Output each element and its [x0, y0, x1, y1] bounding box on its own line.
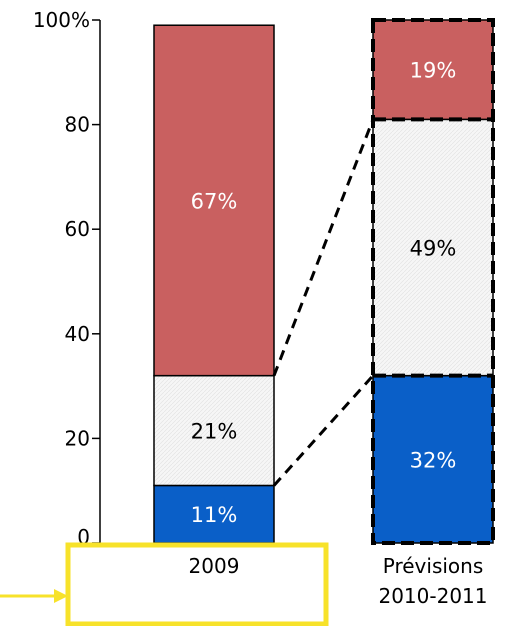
- category-label: 2009: [189, 554, 240, 578]
- annotation: [0, 542, 329, 626]
- connector-line: [272, 118, 375, 377]
- connector-lines: [272, 18, 495, 545]
- pointer-arrow-head: [54, 589, 68, 603]
- data-label: 32%: [410, 448, 457, 472]
- data-labels: 11% 21% 67% 2009 32% 49% 19% Prévisions 2010-201…: [189, 59, 488, 608]
- bar-segment: [372, 374, 494, 544]
- data-label: 19%: [410, 59, 457, 83]
- highlight-box: [65, 542, 329, 626]
- bar-segment: [153, 374, 275, 487]
- connector-line: [272, 374, 375, 487]
- y-tick-label: 20: [65, 426, 90, 450]
- data-label: 67%: [191, 189, 238, 213]
- bar-outline-dashed: [371, 18, 495, 545]
- bars: [153, 19, 494, 544]
- data-label: 21%: [191, 420, 238, 444]
- category-label: 2010-2011: [378, 584, 487, 608]
- y-tick-label: 40: [65, 322, 90, 346]
- data-label: 49%: [410, 237, 457, 261]
- y-tick-label: 80: [65, 113, 90, 137]
- category-label: Prévisions: [383, 554, 484, 578]
- y-tick-label: 100%: [33, 8, 90, 32]
- y-tick-label: 60: [65, 217, 90, 241]
- bar-segment: [153, 24, 275, 377]
- data-label: 11%: [191, 503, 238, 527]
